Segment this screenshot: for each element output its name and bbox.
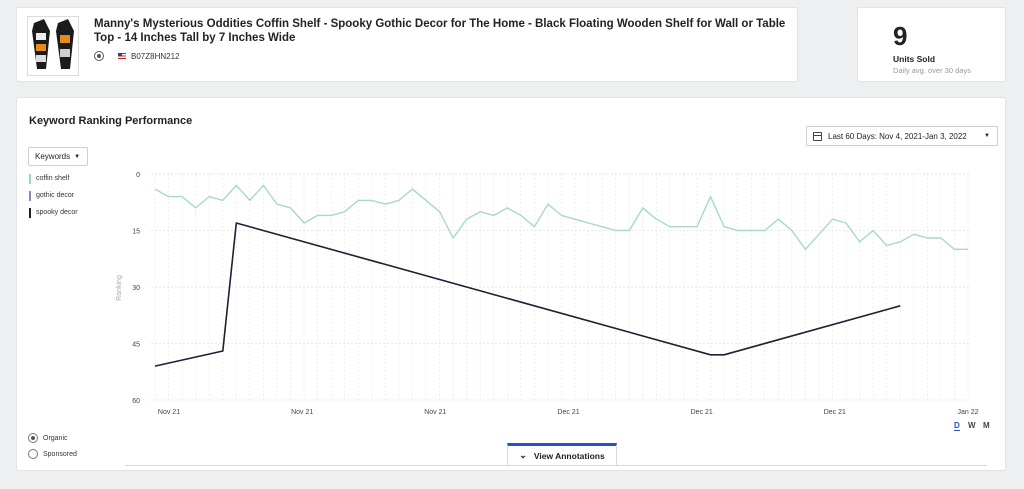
legend-item-coffin-shelf[interactable]: coffin shelf	[29, 174, 69, 184]
panel-title: Keyword Ranking Performance	[29, 115, 193, 127]
chart-grid	[151, 173, 970, 401]
calendar-icon	[813, 131, 822, 141]
y-axis-ticks: 0 15 30 45 60	[132, 172, 140, 405]
keyword-ranking-panel: Keyword Ranking Performance Last 60 Days…	[16, 97, 1006, 471]
granularity-month[interactable]: M	[983, 421, 990, 430]
units-sold-card: 9 Units Sold Daily avg. over 30 days	[857, 7, 1006, 82]
product-meta: B07Z8HN212	[94, 51, 179, 61]
y-tick-label: 30	[132, 285, 140, 292]
x-tick-label: Nov 21	[424, 409, 446, 416]
keywords-label: Keywords	[35, 152, 71, 161]
radio-selected-icon	[28, 433, 38, 443]
view-annotations-button[interactable]: ⌄ View Annotations	[507, 443, 617, 466]
x-tick-label: Dec 21	[824, 409, 846, 416]
view-annotations-label: View Annotations	[533, 450, 605, 461]
date-range-dropdown[interactable]: Last 60 Days: Nov 4, 2021-Jan 3, 2022 ▼	[806, 126, 998, 146]
radio-unselected-icon	[28, 449, 38, 459]
product-card: Manny's Mysterious Oddities Coffin Shelf…	[16, 7, 798, 82]
radio-organic-label: Organic	[43, 434, 68, 442]
x-tick-label: Nov 21	[291, 409, 313, 416]
x-tick-label: Dec 21	[691, 409, 713, 416]
series-line-spooky-decor	[154, 222, 901, 367]
ranking-chart: 0 15 30 45 60 Nov 21 Nov 21 Nov 21 Dec 21 Dec 21…	[116, 172, 979, 416]
x-tick-label: Jan 22	[957, 409, 978, 416]
legend-item-gothic-decor[interactable]: gothic decor	[29, 191, 74, 201]
caret-down-icon: ▼	[984, 133, 990, 139]
asin-label[interactable]: B07Z8HN212	[131, 51, 180, 61]
x-tick-label: Nov 21	[158, 409, 180, 416]
granularity-day[interactable]: D	[954, 421, 960, 431]
y-axis-label: Ranking	[116, 275, 123, 301]
us-flag-icon	[118, 53, 126, 59]
chevron-down-icon: ⌄	[519, 450, 527, 460]
chart-lines	[154, 184, 968, 367]
legend-item-spooky-decor[interactable]: spooky decor	[29, 208, 78, 218]
user-circle-icon[interactable]	[94, 51, 104, 61]
caret-down-icon: ▼	[74, 153, 81, 160]
granularity-week[interactable]: W	[968, 421, 976, 430]
product-thumbnail[interactable]	[27, 16, 79, 76]
y-tick-label: 0	[136, 172, 140, 179]
units-sold-subtitle: Daily avg. over 30 days	[893, 66, 971, 75]
radio-sponsored-label: Sponsored	[43, 450, 77, 458]
radio-organic[interactable]: Organic	[28, 433, 68, 443]
product-title[interactable]: Manny's Mysterious Oddities Coffin Shelf…	[94, 18, 786, 44]
units-sold-value: 9	[893, 21, 908, 51]
radio-sponsored[interactable]: Sponsored	[28, 449, 77, 459]
x-axis-ticks: Nov 21 Nov 21 Nov 21 Dec 21 Dec 21 Dec 21 Jan …	[158, 409, 979, 416]
x-tick-label: Dec 21	[557, 409, 579, 416]
y-tick-label: 60	[132, 398, 140, 405]
y-tick-label: 45	[132, 342, 140, 349]
y-tick-label: 15	[132, 229, 140, 236]
date-range-label: Last 60 Days: Nov 4, 2021-Jan 3, 2022	[828, 131, 967, 141]
keywords-dropdown[interactable]: Keywords ▼	[28, 147, 88, 166]
units-sold-label: Units Sold	[893, 54, 936, 64]
series-line-coffin-shelf	[154, 184, 968, 251]
